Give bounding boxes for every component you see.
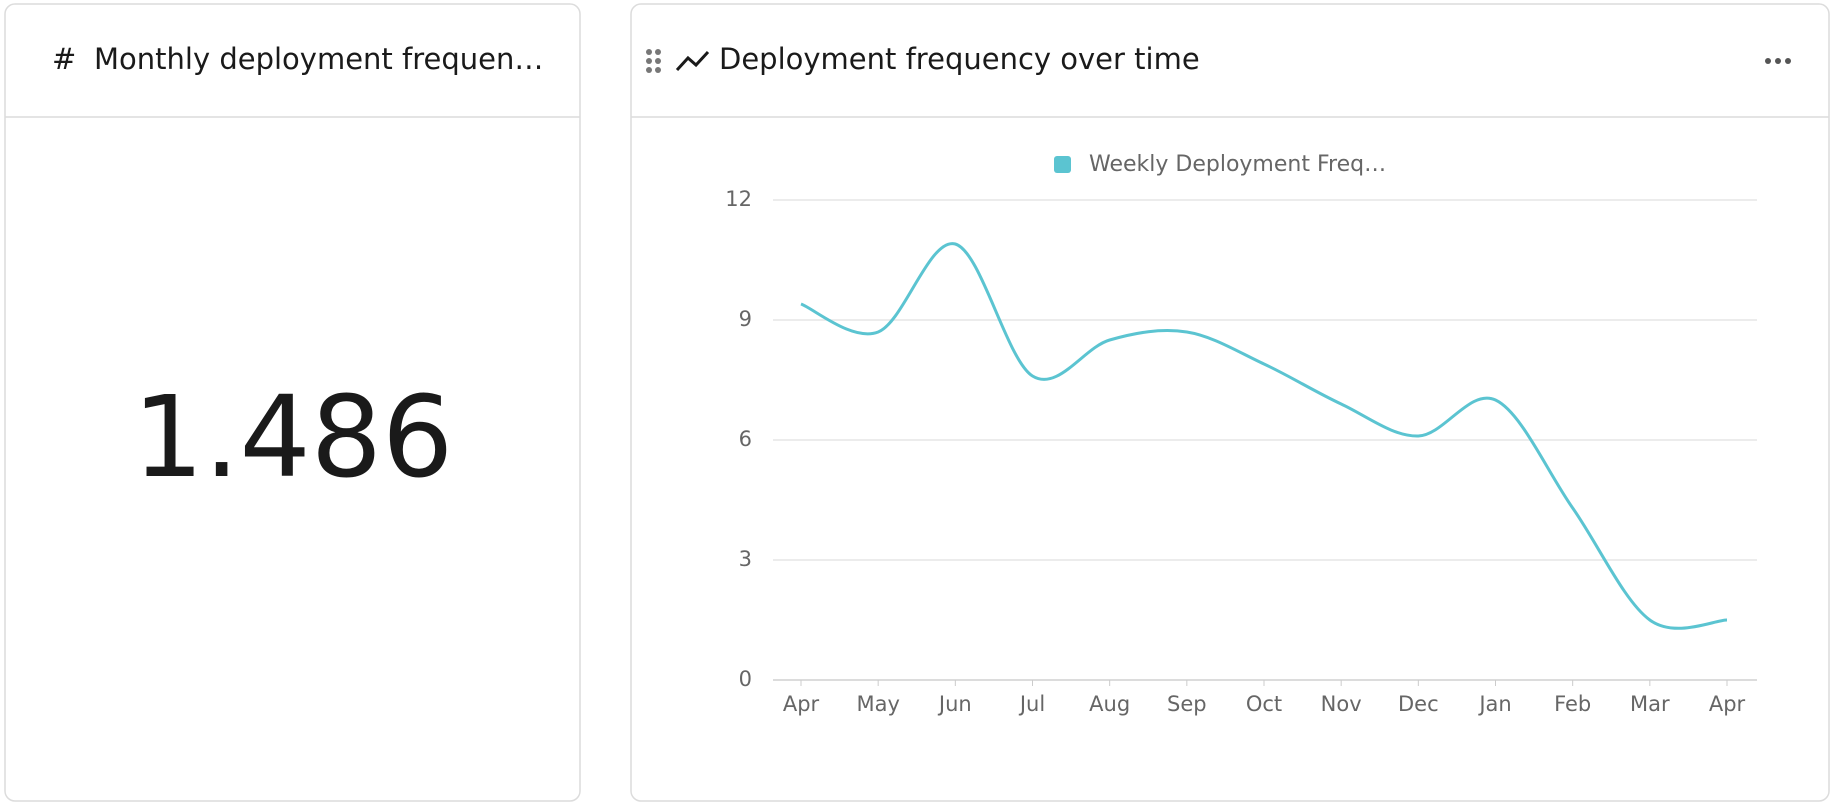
x-tick-label: Dec	[1398, 692, 1439, 716]
x-tick-label: Feb	[1554, 692, 1591, 716]
x-tick-label: May	[856, 692, 899, 716]
chart-card	[630, 3, 1830, 802]
x-tick-label: Apr	[783, 692, 820, 716]
x-tick-label: Jun	[937, 692, 972, 716]
y-tick-label: 6	[739, 427, 752, 451]
y-tick-label: 0	[739, 667, 752, 691]
chart: 0 3 6 9 12 Apr May Jun Jul Aug Sep Oct Nov Dec Jan Feb M…	[725, 152, 1757, 716]
legend-swatch	[1054, 156, 1071, 173]
number-card	[4, 3, 581, 802]
x-tick-label: Nov	[1321, 692, 1362, 716]
x-tick-label: Apr	[1709, 692, 1746, 716]
big-number: 1.486	[133, 373, 454, 503]
y-tick-label: 12	[725, 187, 752, 211]
line-chart-icon	[675, 50, 710, 72]
x-tick-label: Jan	[1477, 692, 1511, 716]
more-menu[interactable]	[1765, 58, 1791, 64]
card-title: Monthly deployment frequen…	[94, 42, 543, 76]
legend-label: Weekly Deployment Freq…	[1089, 152, 1386, 177]
line-series	[800, 242, 1728, 630]
drag-handle[interactable]	[646, 49, 661, 73]
x-tick-label: Jul	[1018, 692, 1045, 716]
x-tick-label: Oct	[1246, 692, 1282, 716]
y-tick-label: 3	[739, 547, 752, 571]
x-tick-label: Mar	[1630, 692, 1670, 716]
y-tick-label: 9	[739, 307, 752, 331]
number-icon: #	[52, 42, 76, 76]
x-tick-label: Sep	[1167, 692, 1207, 716]
x-tick-label: Aug	[1089, 692, 1130, 716]
card-title: Deployment frequency over time	[719, 42, 1200, 76]
